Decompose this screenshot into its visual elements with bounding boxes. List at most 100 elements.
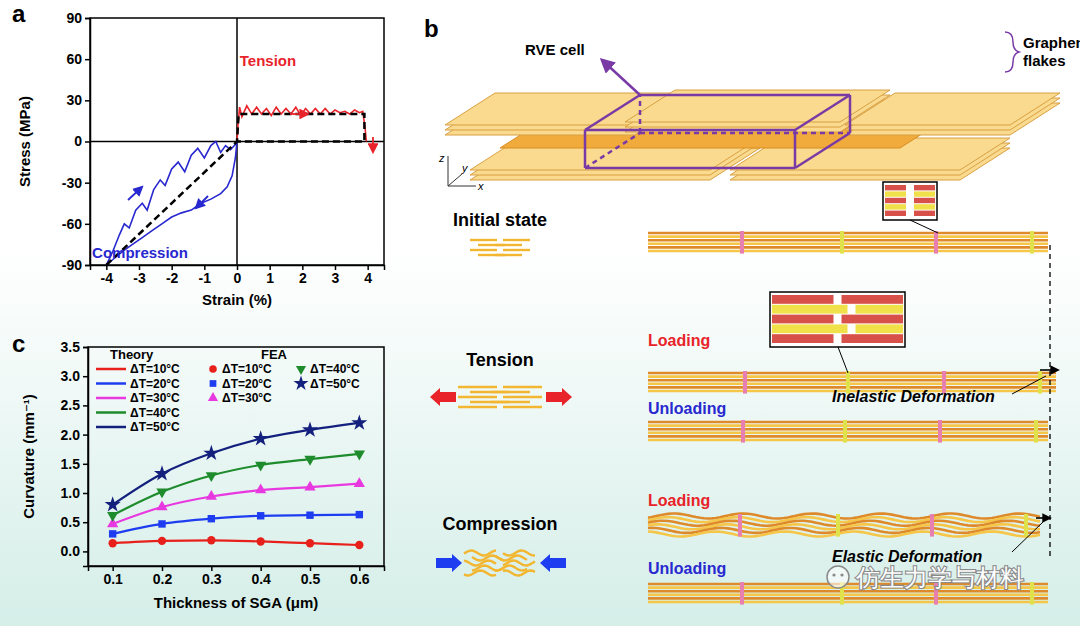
fea-point xyxy=(156,489,167,499)
tick-label: 0 xyxy=(234,270,242,286)
x-axis: 0.10.20.30.40.50.6 xyxy=(89,566,385,587)
inset-flake xyxy=(914,198,935,203)
legend-entry: ΔT=10°C xyxy=(130,362,180,376)
legend-entry: ΔT=50°C xyxy=(310,377,360,391)
phase-label: Loading xyxy=(648,492,710,509)
fea-point xyxy=(105,496,121,511)
axis-icon-line xyxy=(448,156,449,186)
tick: 0.4 xyxy=(251,566,271,587)
series-label: Tension xyxy=(240,52,296,69)
layer xyxy=(648,235,1048,238)
flake-gap xyxy=(1024,514,1028,537)
inset-flake xyxy=(772,324,848,333)
arrow xyxy=(1036,517,1050,519)
legend-entry: ΔT=40°C xyxy=(130,406,180,420)
legend-entry: ΔT=30°C xyxy=(130,391,180,405)
tick-label: 0 xyxy=(74,133,82,149)
rve-edge xyxy=(585,167,795,170)
tick: -2 xyxy=(166,265,179,286)
layer xyxy=(648,435,1048,438)
tick-label: 2.0 xyxy=(61,427,81,443)
state-label: Initial state xyxy=(453,210,547,230)
leader xyxy=(1012,522,1043,552)
axis-icon-label: z xyxy=(438,152,445,164)
tick-label: -2 xyxy=(166,270,179,286)
load-arrow xyxy=(540,554,566,572)
legend-swatch xyxy=(96,411,126,414)
arrow xyxy=(1040,369,1058,371)
deformation-label: Elastic Deformation xyxy=(832,548,982,565)
layer xyxy=(648,232,1048,235)
panel-c: c0.10.20.30.40.50.60.00.51.01.52.02.53.0… xyxy=(12,330,385,611)
state-label: Compression xyxy=(442,514,557,534)
plot-frame xyxy=(88,347,384,566)
inset-flake xyxy=(914,191,935,196)
figure: a-4-3-2-101234-90-60-300306090Strain (%)… xyxy=(0,0,1080,626)
tick: 4 xyxy=(364,265,372,286)
inset-flake xyxy=(842,315,904,324)
rve-edge xyxy=(640,132,850,135)
icon-layer xyxy=(458,386,497,388)
rve-box xyxy=(585,60,850,168)
rve-edge xyxy=(795,133,850,168)
icon-layer xyxy=(503,571,535,576)
legend-swatch xyxy=(209,365,217,373)
inset-flake xyxy=(772,305,848,314)
icon-layer xyxy=(491,401,530,403)
fea-point xyxy=(257,512,264,519)
fea-point xyxy=(302,421,318,436)
series-label: Compression xyxy=(92,244,188,261)
brace xyxy=(1005,32,1019,72)
fea-point xyxy=(107,512,118,522)
y-axis: -90-60-300306090 xyxy=(62,10,91,273)
fea-point xyxy=(255,484,266,494)
legend-swatch xyxy=(96,397,126,400)
flake-gap xyxy=(934,231,938,254)
icon-layer xyxy=(503,239,530,241)
inset-flake xyxy=(772,315,834,324)
state-icon xyxy=(464,551,535,576)
flake-gap xyxy=(740,231,744,254)
legend-swatch xyxy=(208,392,218,401)
rve-edge xyxy=(585,133,640,168)
tick-label: 1 xyxy=(266,270,274,286)
tick-label: 60 xyxy=(66,51,82,67)
fea-point xyxy=(351,414,367,429)
tick: 0.2 xyxy=(153,566,173,587)
tick: 2.0 xyxy=(61,427,88,443)
watermark-icon xyxy=(832,573,835,576)
watermark: 仿生力学与材料 xyxy=(827,564,1024,592)
tick-label: -30 xyxy=(62,175,82,191)
fea-point xyxy=(207,536,215,544)
tick-label: 0.5 xyxy=(301,571,321,587)
tick-label: 3 xyxy=(332,270,340,286)
legend-entry: ΔT=10°C xyxy=(222,362,272,376)
axes-icon: zyx xyxy=(438,152,484,192)
fea-point xyxy=(253,430,269,445)
legend: TheoryFEAΔT=10°CΔT=20°CΔT=30°CΔT=40°CΔT=… xyxy=(96,347,360,434)
axis-line xyxy=(89,567,385,572)
axis-title: Thickness of SGA (μm) xyxy=(154,594,318,611)
watermark-icon xyxy=(827,566,849,588)
icon-layer xyxy=(495,566,527,571)
tick: 1.5 xyxy=(61,456,88,472)
inset-flake xyxy=(842,295,904,304)
load-arrow xyxy=(430,388,456,406)
flake-gap xyxy=(1030,231,1034,254)
state-icon xyxy=(470,240,530,255)
fea-point xyxy=(109,530,116,537)
inset-flake xyxy=(842,334,904,343)
deformation-label: Inelastic Deformation xyxy=(832,388,995,405)
plot-area xyxy=(106,106,366,265)
tick: -90 xyxy=(62,257,90,273)
inset-flake xyxy=(885,198,906,203)
tick-label: 0.3 xyxy=(202,571,222,587)
icon-layer xyxy=(470,249,497,251)
layer xyxy=(648,514,1040,519)
layer xyxy=(648,250,1048,253)
fea-point xyxy=(304,481,315,491)
legend-swatch xyxy=(96,368,126,371)
fea-point xyxy=(154,465,170,480)
theory-line xyxy=(113,454,360,515)
tick-label: 0.5 xyxy=(61,514,81,530)
